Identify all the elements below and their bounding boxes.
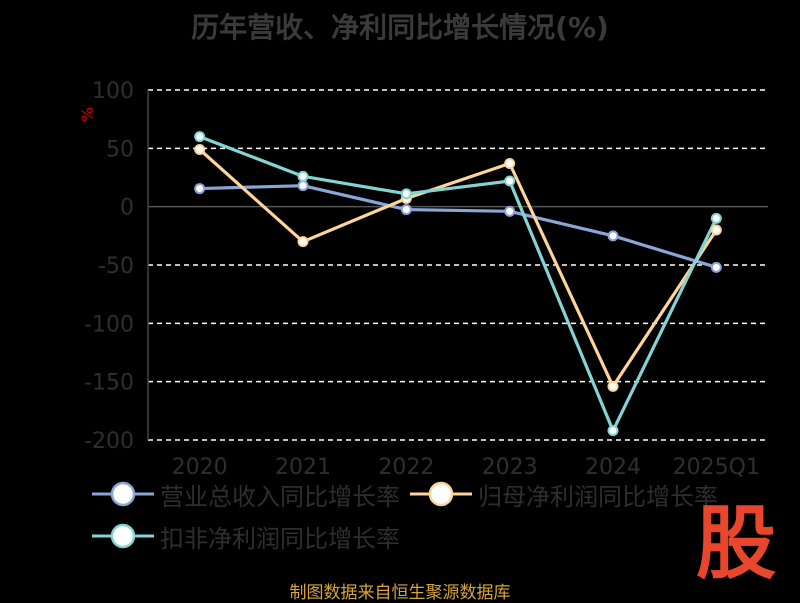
y-tick-label: 0 [120, 196, 134, 221]
x-tick-label: 2024 [585, 455, 641, 480]
data-point[interactable] [504, 205, 516, 217]
x-tick-label: 2020 [172, 455, 228, 480]
x-tick-label: 2023 [482, 455, 538, 480]
legend-label: 扣非净利润同比增长率 [160, 524, 400, 553]
legend-item-deducted-profit-growth[interactable]: 扣非净利润同比增长率 [90, 518, 400, 554]
brand-logo: 股 [696, 497, 776, 590]
chart-title: 历年营收、净利同比增长情况(%) [191, 11, 609, 44]
data-point[interactable] [400, 188, 412, 200]
x-tick-label: 2021 [275, 455, 331, 480]
series-line-2 [199, 135, 718, 433]
y-tick-label: 100 [92, 79, 134, 104]
data-point[interactable] [297, 180, 309, 192]
data-point[interactable] [194, 131, 206, 143]
legend-marker-icon [410, 481, 472, 507]
data-point[interactable] [194, 183, 206, 195]
x-tick-label: 2022 [378, 455, 434, 480]
data-point[interactable] [607, 425, 619, 437]
data-point[interactable] [504, 158, 516, 169]
data-point[interactable] [297, 236, 309, 248]
legend-marker-icon [92, 481, 154, 507]
data-point[interactable] [607, 380, 619, 392]
series-line-0 [199, 184, 717, 269]
data-point[interactable] [710, 261, 722, 273]
x-tick-label: 2025Q1 [673, 455, 760, 480]
data-point[interactable] [400, 204, 412, 216]
legend-item-net-profit-growth[interactable]: 归母净利润同比增长率 [408, 476, 718, 512]
legend-item-revenue-growth[interactable]: 营业总收入同比增长率 [90, 476, 400, 512]
data-point[interactable] [710, 212, 722, 224]
y-tick-label: -100 [84, 312, 134, 337]
y-tick-label: -150 [84, 371, 134, 396]
y-tick-label: 50 [106, 137, 134, 162]
legend-marker-icon [92, 523, 154, 549]
data-point[interactable] [607, 230, 619, 242]
data-point[interactable] [297, 170, 309, 182]
legend-label: 归母净利润同比增长率 [478, 482, 718, 511]
data-point[interactable] [504, 175, 516, 187]
y-tick-label: -50 [98, 254, 134, 279]
data-source-note: 制图数据来自恒生聚源数据库 [289, 583, 511, 603]
data-point[interactable] [194, 144, 206, 155]
y-tick-label: -200 [84, 429, 134, 454]
series-line-1 [198, 148, 718, 388]
legend-label: 营业总收入同比增长率 [160, 482, 400, 511]
data-point[interactable] [710, 224, 722, 236]
